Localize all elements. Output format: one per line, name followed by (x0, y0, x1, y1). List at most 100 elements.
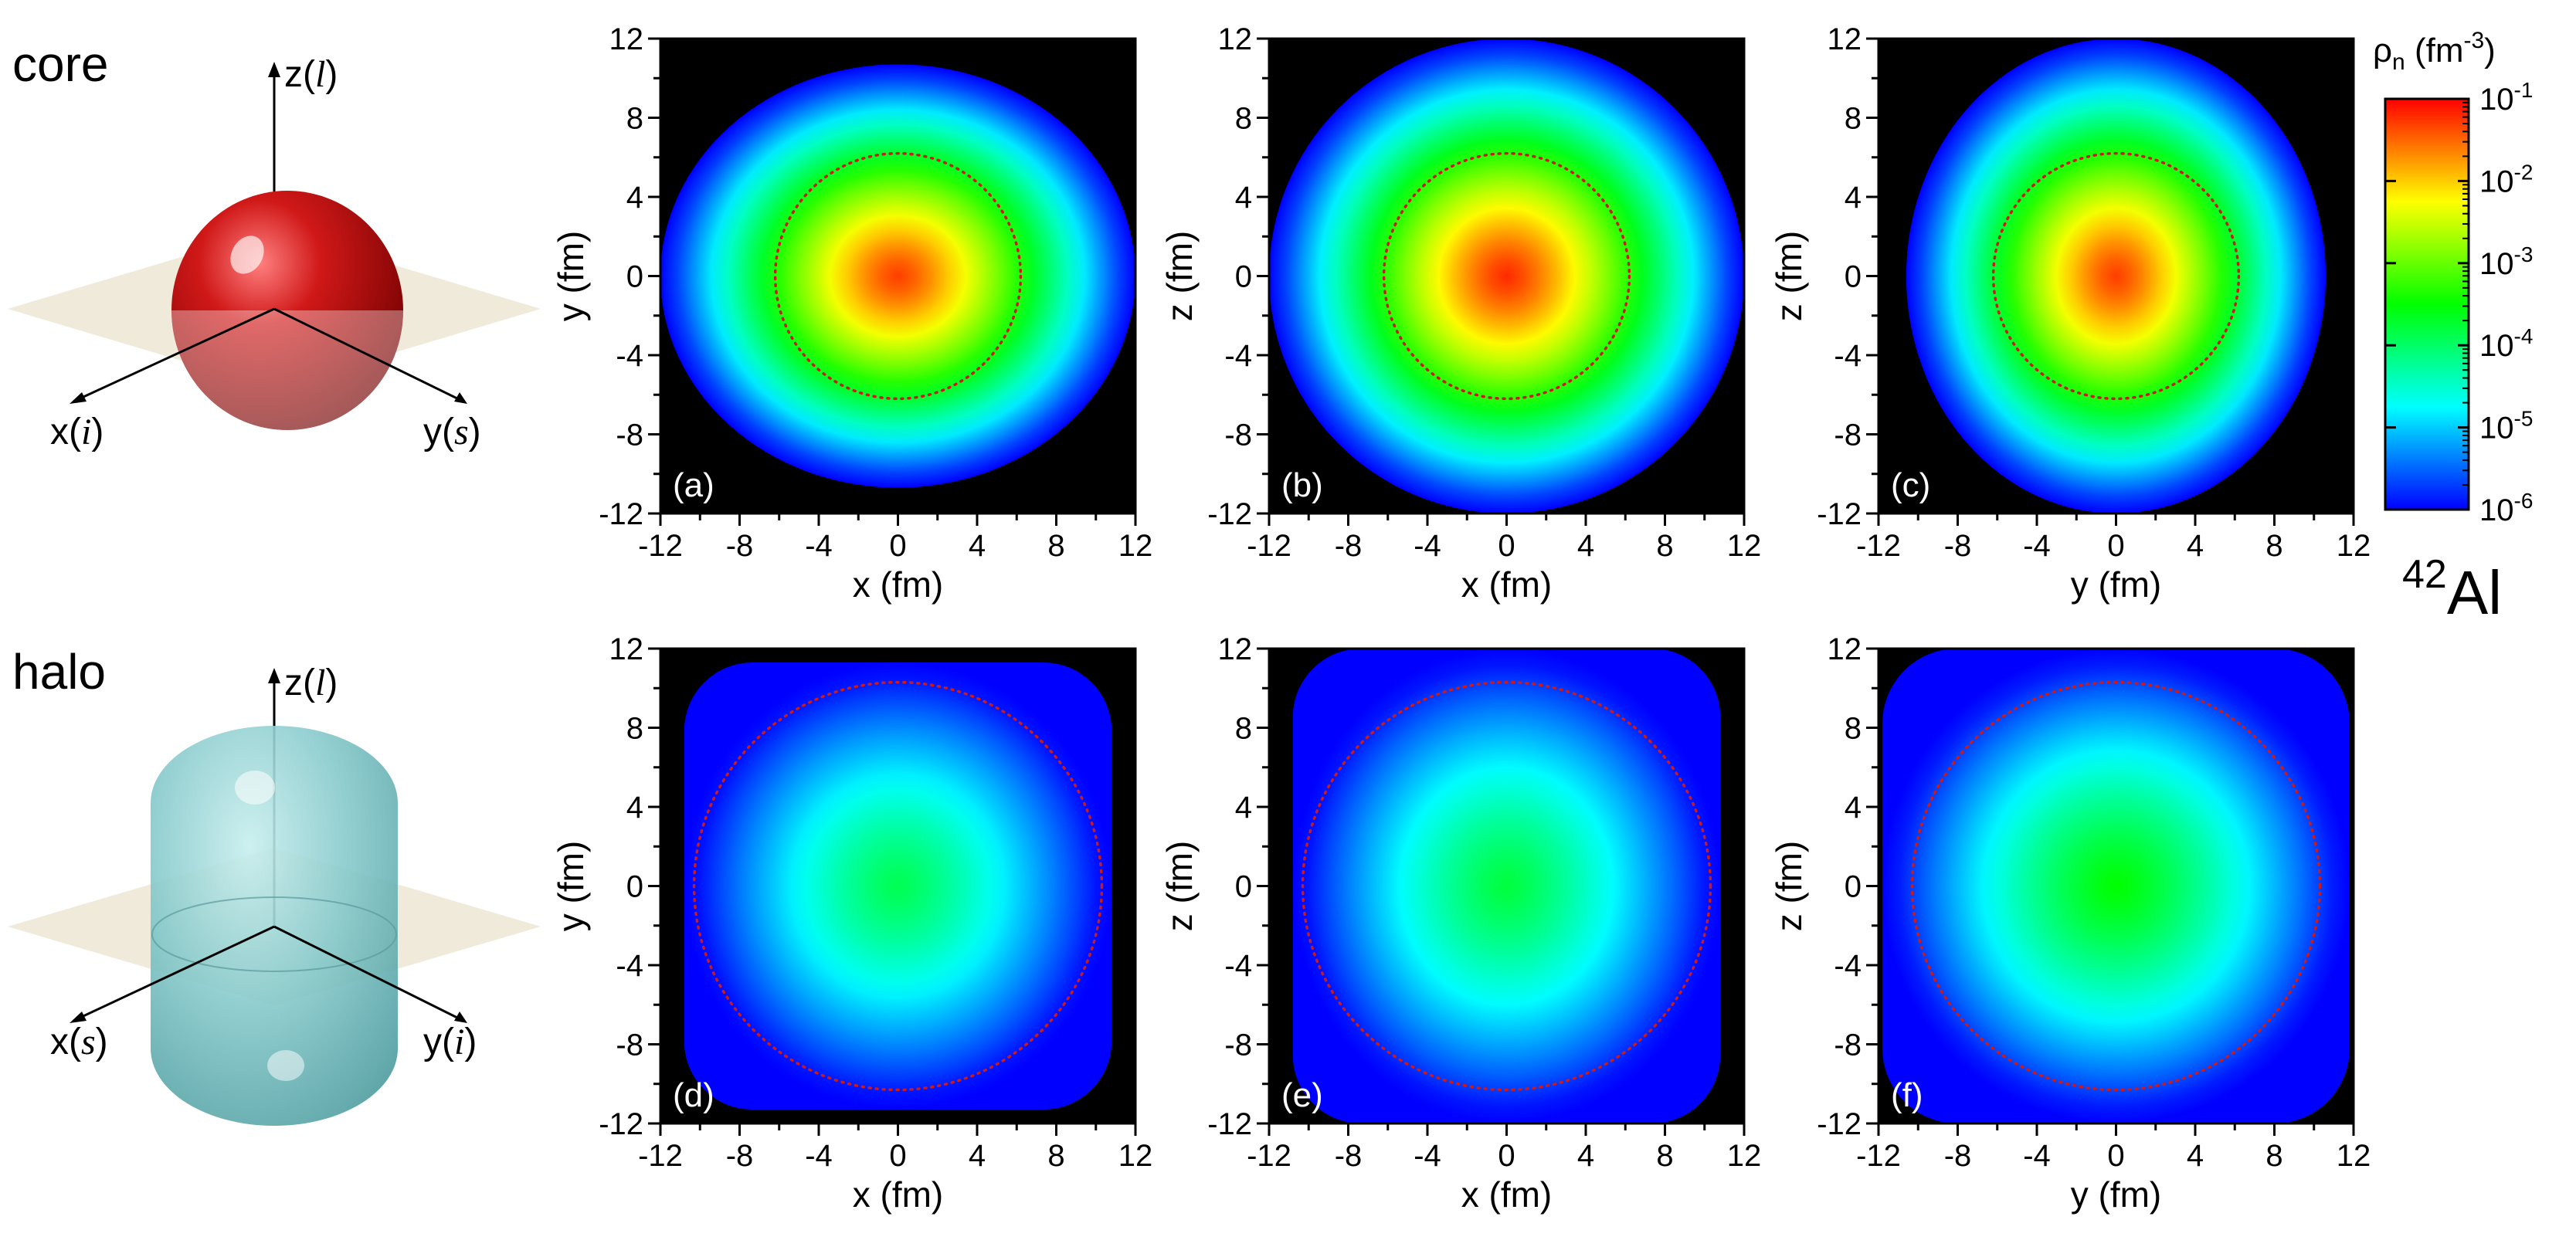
y-tick-label: -12 (599, 1107, 643, 1141)
halo-highlight-top (235, 771, 275, 805)
colorbar-tick-label: 10-6 (2479, 489, 2533, 527)
halo-capsule (151, 726, 398, 1126)
x-tick-label: -12 (1247, 1139, 1291, 1173)
x-tick-label: 4 (969, 1139, 986, 1173)
core-y-label: y(s) (423, 412, 481, 452)
y-tick-label: -4 (616, 949, 643, 983)
colorbar-tick-label: 10-5 (2479, 407, 2533, 446)
y-tick-label: 0 (1845, 870, 1862, 904)
halo-highlight-bottom (267, 1050, 304, 1081)
y-tick-label: 8 (626, 712, 643, 746)
panel-label: (e) (1281, 1076, 1323, 1114)
x-tick-label: 8 (2265, 529, 2282, 563)
density-map (1292, 649, 1721, 1123)
x-tick-label: 0 (2107, 529, 2124, 563)
y-axis-label: z (fm) (1769, 231, 1809, 322)
y-tick-label: 4 (626, 791, 643, 825)
x-axis-label: x (fm) (1461, 564, 1553, 605)
core-x-label: x(i) (50, 412, 104, 452)
y-axis-label: y (fm) (551, 231, 591, 322)
y-tick-label: 8 (1235, 102, 1252, 136)
x-tick-label: 12 (2337, 1139, 2371, 1173)
reference-circle (1910, 680, 2322, 1092)
y-tick-label: 8 (1845, 102, 1862, 136)
y-tick-label: 8 (626, 102, 643, 136)
x-tick-label: 0 (1498, 529, 1515, 563)
halo-y-axis (273, 925, 464, 1022)
x-axis-label: x (fm) (853, 1174, 944, 1215)
reference-circle (1991, 151, 2241, 401)
x-tick-label: -4 (805, 1139, 833, 1173)
x-tick-label: -8 (1335, 1139, 1363, 1173)
x-tick-label: 4 (1577, 1139, 1594, 1173)
halo-y-label: y(i) (423, 1022, 477, 1062)
y-tick-label: 12 (609, 22, 644, 56)
y-tick-label: 8 (1845, 712, 1862, 746)
density-map (660, 64, 1135, 488)
y-tick-label: -4 (1834, 339, 1862, 373)
y-tick-label: 4 (1845, 181, 1862, 215)
core-y-axis (273, 307, 464, 403)
x-tick-label: -4 (805, 529, 833, 563)
y-axis-label: z (fm) (1159, 841, 1200, 932)
y-tick-label: -8 (1224, 418, 1252, 452)
y-axis-label: y (fm) (551, 841, 591, 932)
y-tick-label: 4 (1235, 181, 1252, 215)
x-tick-label: 8 (1047, 1139, 1064, 1173)
core-ellipsoid (171, 191, 403, 430)
reference-circle (1382, 151, 1631, 401)
panel-label: (d) (673, 1076, 714, 1114)
x-axis-label: x (fm) (1461, 1174, 1553, 1215)
x-tick-label: 0 (1498, 1139, 1515, 1173)
x-tick-label: 12 (1118, 1139, 1153, 1173)
y-tick-label: -12 (1817, 497, 1862, 531)
x-tick-label: 0 (2107, 1139, 2124, 1173)
x-tick-label: 0 (889, 529, 906, 563)
panel-e: -12-12 -8 -8 -4 -4 0 0 4 4 8 8 12 12 x (fm) z (fm) (e) (1159, 632, 1761, 1215)
y-tick-label: -4 (1834, 949, 1862, 983)
panel-c: -12-12 -8 -8 -4 -4 0 0 4 4 8 8 12 12 y (fm) z (fm) (c) (1769, 22, 2371, 605)
x-tick-label: -8 (1944, 529, 1972, 563)
y-tick-label: -4 (1224, 949, 1252, 983)
halo-z-arrow (268, 668, 280, 683)
colorbar: ρn (fm-3) 10-1 10-2 10-3 10-4 10-5 10-6 (2373, 28, 2533, 527)
colorbar-tick-label: 10-1 (2479, 78, 2533, 117)
row-label-core: core (12, 36, 109, 92)
reference-circle (773, 151, 1023, 401)
y-axis-label: z (fm) (1159, 231, 1200, 322)
y-tick-label: -4 (616, 339, 643, 373)
x-tick-label: 8 (1656, 1139, 1673, 1173)
x-tick-label: -4 (2023, 529, 2051, 563)
x-axis-label: x (fm) (853, 564, 944, 605)
x-tick-label: 4 (2187, 529, 2204, 563)
x-tick-label: 0 (889, 1139, 906, 1173)
halo-x-label: x(s) (50, 1022, 108, 1062)
y-tick-label: 0 (1845, 260, 1862, 294)
halo-y-arrow (454, 1011, 467, 1023)
colorbar-tick-label: 10-4 (2479, 324, 2533, 363)
core-y-arrow (454, 392, 467, 404)
colorbar-tick-label: 10-2 (2479, 160, 2533, 198)
x-tick-label: 12 (1118, 529, 1153, 563)
x-tick-label: 12 (1727, 1139, 1762, 1173)
x-tick-label: -12 (638, 1139, 683, 1173)
y-tick-label: 4 (1235, 791, 1252, 825)
y-tick-label: -8 (616, 1028, 643, 1062)
y-tick-label: 12 (609, 632, 644, 666)
x-tick-label: -4 (1414, 529, 1441, 563)
panel-f: -12-12 -8 -8 -4 -4 0 0 4 4 8 8 12 12 y (fm) z (fm) (f) (1769, 632, 2371, 1215)
y-tick-label: 0 (1235, 260, 1252, 294)
colorbar-gradient (2384, 97, 2470, 511)
nucleus-label: 42Al (2402, 552, 2502, 627)
core-highlight (230, 236, 264, 274)
panel-d: -12-12 -8 -8 -4 -4 0 0 4 4 8 8 12 12 x (fm) y (fm) (d) (551, 632, 1152, 1215)
reference-circle (692, 680, 1104, 1092)
colorbar-ticks: 10-1 10-2 10-3 10-4 10-5 10-6 (2385, 78, 2533, 527)
y-tick-label: 12 (1828, 22, 1862, 56)
y-tick-label: 0 (626, 260, 643, 294)
x-tick-label: -12 (1856, 1139, 1901, 1173)
x-tick-label: 8 (2265, 1139, 2282, 1173)
y-tick-label: -4 (1224, 339, 1252, 373)
